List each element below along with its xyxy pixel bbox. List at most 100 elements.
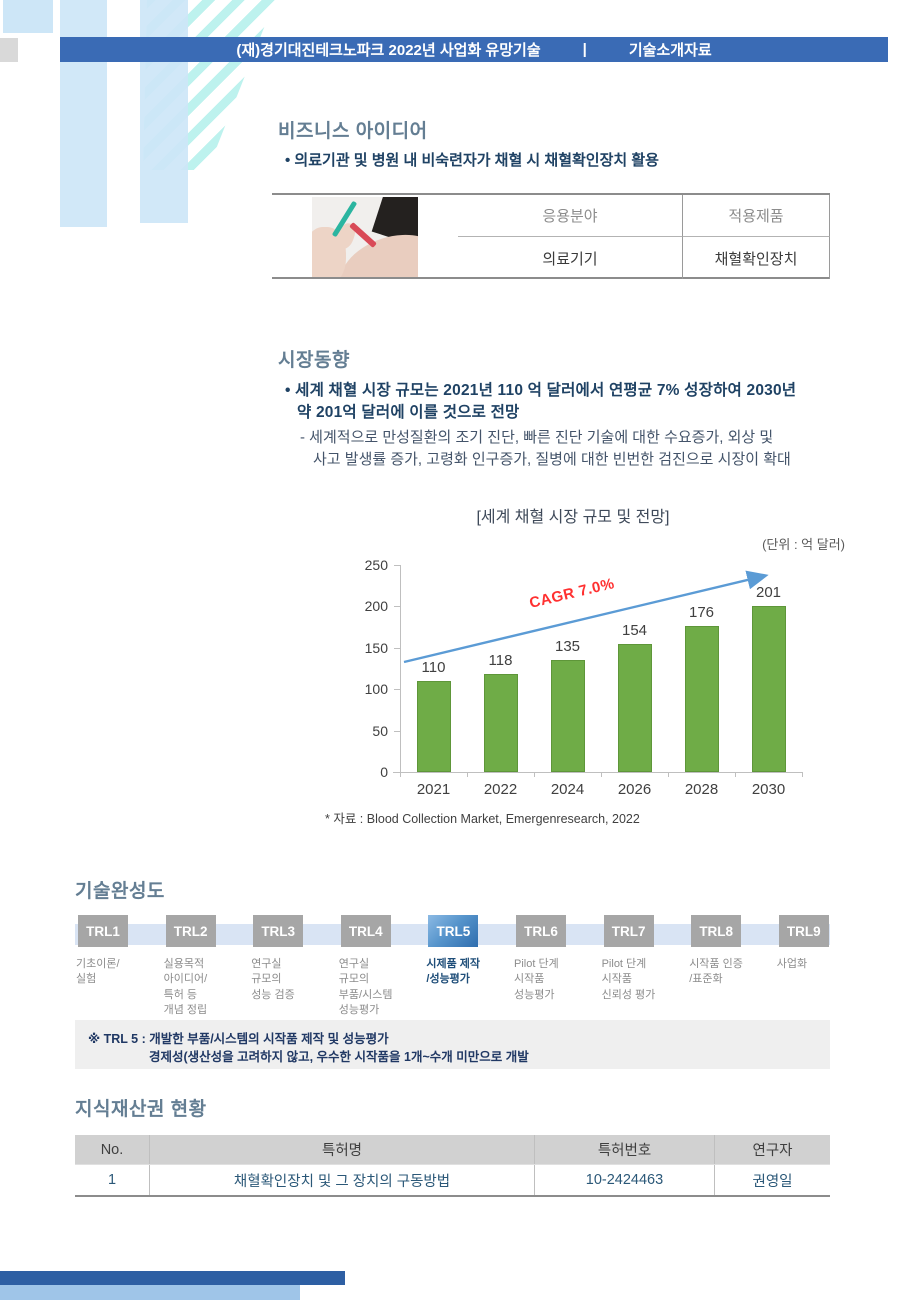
business-idea-bullet: • 의료기관 및 병원 내 비숙련자가 채혈 시 채혈확인장치 활용 <box>285 152 659 169</box>
bar-value-label: 176 <box>688 604 715 622</box>
patent-cell: 1 <box>75 1165 150 1195</box>
table-cell-blood-device: 채혈확인장치 <box>683 237 830 279</box>
deco-lightblue-square <box>3 0 53 33</box>
market-bullet-line-2: 약 201억 달러에 이를 것으로 전망 <box>297 404 520 421</box>
chart-title: [세계 채혈 시장 규모 및 전망] <box>476 509 670 526</box>
y-tick <box>394 647 400 649</box>
footer-light-bar <box>0 1285 300 1300</box>
x-tick <box>400 773 401 777</box>
trl-desc-trl7: Pilot 단계 시작품 신뢰성 평가 <box>601 958 656 1001</box>
patent-cell: 채혈확인장치 및 그 장치의 구동방법 <box>150 1165 535 1195</box>
trl-desc-trl6: Pilot 단계 시작품 성능평가 <box>514 958 559 1001</box>
header-title: (재)경기대진테크노파크 2022년 사업화 유망기술 <box>236 42 541 59</box>
chart-bar <box>550 660 585 772</box>
x-tick <box>802 773 803 777</box>
patent-col-header: 특허명 <box>150 1135 535 1164</box>
business-idea-table: 응용분야 적용제품 의료기기 채혈확인장치 <box>272 193 830 279</box>
x-tick <box>467 773 468 777</box>
page-header: (재)경기대진테크노파크 2022년 사업화 유망기술 | 기술소개자료 <box>60 37 888 62</box>
trl-box-trl2: TRL2 <box>165 915 216 947</box>
bar-value-label: 118 <box>488 652 513 670</box>
bar-value-label: 135 <box>554 638 581 656</box>
section-title-ip: 지식재산권 현황 <box>75 1099 207 1120</box>
x-category-label: 2030 <box>751 781 786 798</box>
deco-vertical-bar-2 <box>140 0 188 223</box>
trl-desc-trl3: 연구실 규모의 성능 검증 <box>251 958 295 1001</box>
chart-source: * 자료 : Blood Collection Market, Emergenr… <box>325 812 640 826</box>
y-tick-label: 150 <box>364 639 388 656</box>
chart-bar <box>751 605 786 772</box>
x-tick <box>534 773 535 777</box>
y-tick-label: 200 <box>364 598 388 615</box>
market-bullet-line-1: • 세계 채혈 시장 규모는 2021년 110 억 달러에서 연평균 7% 성… <box>285 382 797 399</box>
chart-bar <box>416 680 451 772</box>
trl-note-line-2: 경제성(생산성을 고려하지 않고, 우수한 시작품을 1개~수개 미만으로 개발 <box>149 1050 529 1064</box>
market-sub-line-1: - 세계적으로 만성질환의 조기 진단, 빠른 진단 기술에 대한 수요증가, … <box>300 429 774 446</box>
trl-desc-trl9: 사업화 <box>776 958 808 970</box>
x-category-label: 2024 <box>550 781 585 798</box>
deco-vertical-bar-1 <box>60 0 107 227</box>
trl-box-trl3: TRL3 <box>253 915 304 947</box>
chart-unit-label: (단위 : 억 달러) <box>762 537 845 552</box>
y-tick <box>394 565 400 566</box>
table-header-application-field: 응용분야 <box>458 195 683 237</box>
deco-gray-block <box>0 38 18 62</box>
patent-cell: 권영일 <box>752 1173 793 1190</box>
bar-value-label: 154 <box>621 622 648 640</box>
x-category-label: 2022 <box>483 781 518 798</box>
chart-bar <box>617 644 652 772</box>
y-tick-label: 0 <box>380 764 388 780</box>
x-tick <box>668 773 669 777</box>
footer-dark-bar <box>0 1271 345 1285</box>
patent-header-row: No. 특허명 특허번호 연구자 <box>75 1135 830 1164</box>
trl-box-trl1: TRL1 <box>78 915 128 947</box>
chart-y-axis <box>400 565 401 773</box>
y-tick-label: 100 <box>364 681 388 698</box>
trl-note-box <box>75 1020 830 1069</box>
x-category-label: 2026 <box>617 781 652 798</box>
trend-arrow <box>403 570 769 664</box>
chart-bar <box>483 674 518 772</box>
x-category-label: 2028 <box>684 781 719 798</box>
trl-box-trl8: TRL8 <box>691 915 742 947</box>
y-tick <box>394 689 400 691</box>
x-tick <box>601 773 602 777</box>
y-tick <box>394 730 400 732</box>
patent-col-header: 특허번호 <box>535 1135 715 1164</box>
y-tick <box>394 772 400 773</box>
trl-desc-trl2: 실용목적 아이디어/ 특허 등 개념 정립 <box>163 958 208 1017</box>
trl-desc-trl1: 기초이론/ 실험 <box>76 958 120 986</box>
trl-box-trl5: TRL5 <box>428 915 479 947</box>
patent-col-header: 연구자 <box>752 1143 793 1159</box>
table-cell-medical-device: 의료기기 <box>458 237 683 279</box>
blood-draw-photo <box>312 197 418 277</box>
bar-value-label: 110 <box>421 658 446 676</box>
trl-box-trl4: TRL4 <box>340 915 391 947</box>
x-category-label: 2021 <box>416 781 451 798</box>
y-tick-label: 250 <box>364 557 388 573</box>
patent-col-header: No. <box>75 1135 150 1164</box>
header-subtitle: 기술소개자료 <box>628 42 712 59</box>
x-tick <box>735 773 736 777</box>
section-title-trl: 기술완성도 <box>75 881 165 902</box>
header-separator: | <box>582 41 587 58</box>
section-title-business-idea: 비즈니스 아이디어 <box>278 121 428 142</box>
y-tick-label: 50 <box>372 722 388 739</box>
patent-data-row: 1 채혈확인장치 및 그 장치의 구동방법 10-2424463 권영일 <box>75 1164 830 1195</box>
table-header-applied-product: 적용제품 <box>683 195 830 237</box>
trl-desc-trl8: 시작품 인증 /표준화 <box>689 958 743 986</box>
trl-desc-trl4: 연구실 규모의 부품/시스템 성능평가 <box>338 958 393 1017</box>
trl-note-line-1: ※ TRL 5 : 개발한 부품/시스템의 시작품 제작 및 성능평가 <box>88 1032 389 1046</box>
chart-x-axis <box>393 772 803 773</box>
trl-box-trl6: TRL6 <box>516 915 566 947</box>
table-image-cell <box>272 195 458 279</box>
patent-cell: 10-2424463 <box>535 1165 715 1195</box>
trl-box-trl9: TRL9 <box>778 915 829 947</box>
trl-box-trl7: TRL7 <box>603 915 654 947</box>
patent-table: No. 특허명 특허번호 연구자 1 채혈확인장치 및 그 장치의 구동방법 10-2424… <box>75 1135 830 1197</box>
y-tick <box>394 606 400 608</box>
chart-bar <box>684 626 719 772</box>
section-title-market-trend: 시장동향 <box>278 350 350 371</box>
trl-desc-trl5: 시제품 제작 /성능평가 <box>426 958 481 986</box>
